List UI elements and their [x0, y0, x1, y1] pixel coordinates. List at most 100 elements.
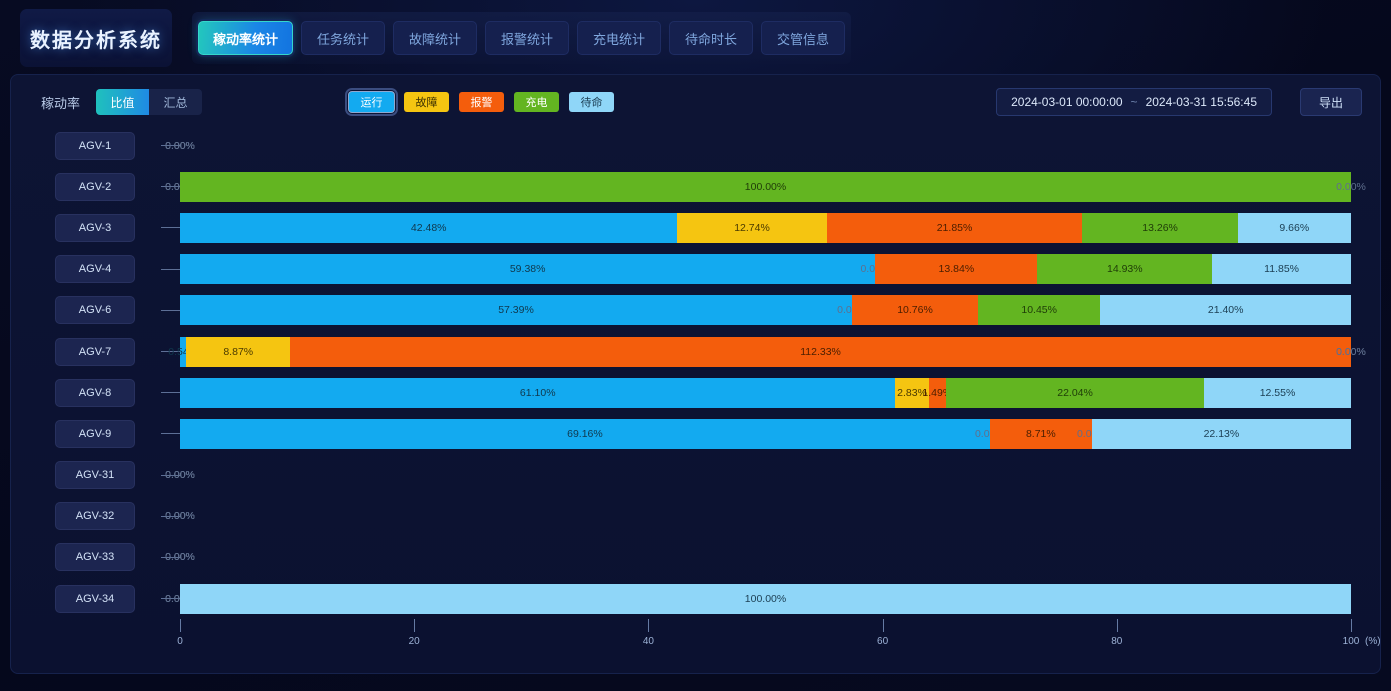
table-row: AGV-33 0.00% 0.00% 0.00% 0.00% 0.00%: [29, 537, 1362, 578]
bar-segment-label: 0.00%: [165, 510, 195, 523]
bar-segment-standby[interactable]: 11.85%: [1212, 254, 1351, 285]
bar-segment-label: 0.00%: [165, 510, 195, 523]
mode-button-0[interactable]: 比值: [96, 89, 150, 115]
bar-segment-fault[interactable]: 12.74%: [677, 212, 827, 243]
y-axis-label-agv-1[interactable]: AGV-1: [55, 131, 135, 160]
bar-segment-standby[interactable]: 22.13%: [1091, 418, 1351, 449]
bar-segment-charge[interactable]: 14.93%: [1037, 254, 1213, 285]
table-row: AGV-31 0.00% 0.00% 0.00% 0.00% 0.00%: [29, 455, 1362, 496]
bar-segment-label: 100.00%: [744, 180, 787, 193]
date-range-picker[interactable]: 2024-03-01 00:00:00 ~ 2024-03-31 15:56:4…: [996, 88, 1272, 116]
legend-item-fault[interactable]: 故障: [404, 92, 449, 112]
tab-bar: 稼动率统计 任务统计 故障统计 报警统计 充电统计 待命时长 交管信息: [192, 12, 852, 64]
bar-segment-alarm[interactable]: 21.85%: [826, 212, 1083, 243]
y-axis-label-agv-34[interactable]: AGV-34: [55, 584, 135, 613]
bar-segment-label: 0.00%: [165, 469, 195, 482]
bar-segment-label: 57.39%: [498, 304, 534, 317]
tab-5[interactable]: 待命时长: [669, 21, 754, 55]
bar-segment-standby[interactable]: 12.55%: [1204, 377, 1351, 408]
bar-segment-label: 14.93%: [1106, 263, 1143, 276]
bar-segment-label: 59.38%: [509, 263, 546, 276]
x-axis-tick-20: [414, 619, 416, 632]
stacked-bar-track: 59.38%0.00%13.84%14.93%11.85%: [180, 254, 1362, 285]
tab-0[interactable]: 稼动率统计: [198, 21, 294, 55]
row-connector-line: [161, 145, 181, 147]
bar-segment-alarm[interactable]: 1.49%: [922, 377, 952, 408]
export-button[interactable]: 导出: [1300, 88, 1362, 116]
bar-segment-run[interactable]: 57.39%: [180, 295, 853, 326]
bar-segment-standby[interactable]: 100.00%: [180, 583, 1351, 614]
y-axis-label-agv-4[interactable]: AGV-4: [55, 255, 135, 284]
row-connector-line: [161, 515, 181, 517]
y-axis-label-agv-7[interactable]: AGV-7: [55, 337, 135, 366]
bar-segment-label: 0.00%: [165, 551, 195, 564]
x-axis-tick-label-40: 40: [642, 636, 654, 647]
bar-segment-charge[interactable]: 10.45%: [978, 295, 1101, 326]
bar-segment-run[interactable]: 59.38%: [180, 254, 876, 285]
y-axis-label-agv-3[interactable]: AGV-3: [55, 213, 135, 242]
tab-6[interactable]: 交管信息: [761, 21, 846, 55]
bar-segment-run[interactable]: 42.48%: [180, 212, 678, 243]
bar-segment-fault[interactable]: 8.87%: [186, 336, 291, 367]
y-axis-label-agv-32[interactable]: AGV-32: [55, 502, 135, 531]
tab-3[interactable]: 报警统计: [485, 21, 570, 55]
table-row: AGV-459.38%0.00%13.84%14.93%11.85%: [29, 249, 1362, 290]
bar-segment-label: 1.49%: [922, 386, 953, 399]
date-range-start: 2024-03-01 00:00:00: [1011, 95, 1123, 109]
bar-segment-alarm[interactable]: 112.33%: [290, 336, 1351, 367]
app-title-box: 数据分析系统: [20, 9, 172, 67]
y-axis-label-agv-33[interactable]: AGV-33: [55, 543, 135, 572]
legend-item-run[interactable]: 运行: [345, 88, 398, 116]
bar-segment-label: 0.00%: [165, 551, 195, 564]
table-row: AGV-20.00%0.00%0.00%100.00%0.00%: [29, 166, 1366, 207]
y-axis-label-agv-9[interactable]: AGV-9: [55, 419, 135, 448]
date-range-separator: ~: [1130, 95, 1138, 109]
bar-segment-run[interactable]: 61.10%: [180, 377, 896, 408]
legend-item-alarm[interactable]: 报警: [459, 92, 504, 112]
bar-segment-label: 9.66%: [1279, 221, 1310, 234]
table-row: AGV-3 42.48% 12.74% 21.85% 13.26% 9.66%: [29, 207, 1362, 248]
bar-segment-label: 22.13%: [1203, 427, 1240, 440]
y-axis-label-agv-2[interactable]: AGV-2: [55, 172, 135, 201]
table-row: AGV-8 61.10% 2.83% 1.49% 22.04% 12.55%: [29, 372, 1362, 413]
bar-segment-charge[interactable]: 100.00%: [180, 171, 1351, 202]
y-axis-label-agv-6[interactable]: AGV-6: [55, 296, 135, 325]
y-axis-label-agv-31[interactable]: AGV-31: [55, 461, 135, 490]
table-row: AGV-7 0.54% 8.87% 112.33% 0.00% 0.00%: [29, 331, 1366, 372]
bar-segment-label: 10.76%: [897, 304, 933, 317]
stacked-bar-track: 61.10% 2.83% 1.49% 22.04% 12.55%: [180, 377, 1362, 408]
bar-segment-label: 0.00%: [165, 139, 195, 152]
mode-button-1[interactable]: 汇总: [149, 89, 203, 115]
bar-segment-standby[interactable]: 21.40%: [1100, 295, 1351, 326]
bar-segment-label: 10.45%: [1021, 304, 1057, 317]
y-axis-label-agv-8[interactable]: AGV-8: [55, 378, 135, 407]
x-axis-tick-label-0: 0: [177, 636, 183, 647]
bar-segment-charge[interactable]: 13.26%: [1082, 212, 1238, 243]
stacked-bar-track: 69.16%0.00%8.71%0.00%22.13%: [180, 418, 1362, 449]
row-connector-line: [161, 556, 181, 558]
tab-4[interactable]: 充电统计: [577, 21, 662, 55]
bar-segment-alarm[interactable]: 10.76%: [852, 295, 979, 326]
bar-segment-label: 0.00%: [165, 551, 195, 564]
bar-segment-alarm[interactable]: 13.84%: [875, 254, 1038, 285]
tab-1[interactable]: 任务统计: [301, 21, 386, 55]
bar-segment-standby[interactable]: 9.66%: [1237, 212, 1351, 243]
stacked-bar-track: 0.00% 0.00% 0.00% 0.00% 0.00%: [165, 501, 1362, 531]
app-header: 数据分析系统 稼动率统计 任务统计 故障统计 报警统计 充电统计 待命时长 交管信息: [10, 8, 1381, 68]
bar-segment-label: 0.00%: [165, 510, 195, 523]
bar-segment-label: 21.85%: [936, 221, 973, 234]
row-connector-line: [161, 227, 181, 229]
legend-item-standby[interactable]: 待命: [569, 92, 614, 112]
bar-segment-label: 22.04%: [1057, 386, 1093, 399]
bar-segment-charge[interactable]: 22.04%: [946, 377, 1205, 408]
row-connector-line: [161, 433, 181, 435]
tab-2[interactable]: 故障统计: [393, 21, 478, 55]
table-row: AGV-1 0.00% 0.00% 0.00% 0.00% 0.00%: [29, 125, 1362, 166]
bar-segment-fault[interactable]: 2.83%: [895, 377, 929, 408]
bar-segment-run[interactable]: 69.16%: [180, 418, 990, 449]
x-axis-tick-label-60: 60: [877, 636, 889, 647]
bar-segment-label: 0.00%: [1336, 345, 1366, 358]
legend-item-charge[interactable]: 充电: [514, 92, 559, 112]
bar-segment-label: 21.40%: [1207, 304, 1244, 317]
bar-segment-alarm[interactable]: 8.71%: [989, 418, 1092, 449]
